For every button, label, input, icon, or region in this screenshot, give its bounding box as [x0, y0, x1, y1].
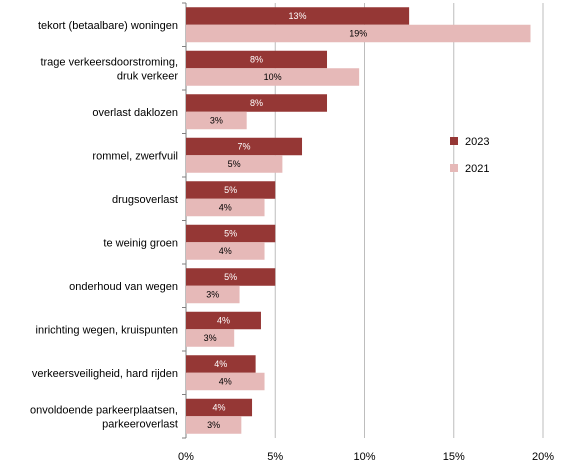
- bar-2023: [186, 398, 253, 417]
- bar-value-label: 3%: [204, 333, 217, 343]
- bar-value-label: 4%: [214, 359, 227, 369]
- bar-value-label: 7%: [238, 142, 251, 152]
- legend-swatch-2023: [450, 137, 458, 145]
- bar-value-label: 5%: [224, 185, 237, 195]
- legend-label: 2023: [465, 136, 489, 148]
- bar-value-label: 4%: [219, 203, 232, 213]
- x-tick-label: 10%: [353, 451, 375, 463]
- bar-2021: [186, 68, 360, 86]
- bar-2023: [186, 311, 261, 330]
- bar-value-label: 4%: [219, 246, 232, 256]
- category-label: inrichting wegen, kruispunten: [36, 324, 178, 336]
- bar-value-label: 8%: [250, 98, 263, 108]
- bar-2023: [186, 50, 328, 69]
- bar-2023: [186, 268, 276, 286]
- bar-value-label: 10%: [264, 72, 282, 82]
- bar-value-label: 3%: [206, 290, 219, 300]
- x-tick-label: 20%: [532, 451, 554, 463]
- bar-value-label: 5%: [224, 272, 237, 282]
- bar-2021: [186, 242, 265, 260]
- bar-value-label: 3%: [207, 420, 220, 430]
- category-label: drugsoverlast: [112, 194, 178, 206]
- category-label: rommel, zwerfvuil: [92, 150, 178, 162]
- bar-value-label: 5%: [224, 229, 237, 239]
- bar-2021: [186, 329, 235, 347]
- legend-swatch-2021: [450, 164, 458, 172]
- category-label: trage verkeersdoorstroming, druk verkeer: [40, 56, 178, 82]
- bar-2021: [186, 416, 242, 434]
- bar-2021: [186, 111, 247, 130]
- bar-2021: [186, 198, 265, 217]
- bar-2021: [186, 24, 531, 43]
- category-label: verkeersveiligheid, hard rijden: [32, 368, 178, 380]
- bar-value-label: 4%: [219, 377, 232, 387]
- bar-2023: [186, 355, 256, 373]
- bar-2021: [186, 285, 240, 304]
- bar-value-label: 3%: [210, 116, 223, 126]
- category-label: tekort (betaalbare) woningen: [38, 20, 178, 32]
- bar-2021: [186, 372, 265, 391]
- bar-2023: [186, 137, 303, 156]
- bar-value-label: 13%: [289, 11, 307, 21]
- bar-2023: [186, 7, 410, 25]
- bar-2023: [186, 224, 276, 243]
- bar-value-label: 19%: [349, 29, 367, 39]
- category-label: onderhoud van wegen: [69, 281, 178, 293]
- bar-value-label: 8%: [250, 55, 263, 65]
- bar-2023: [186, 94, 328, 112]
- x-tick-label: 0%: [178, 451, 194, 463]
- bar-2023: [186, 181, 276, 199]
- bar-value-label: 5%: [228, 159, 241, 169]
- bar-value-label: 4%: [217, 316, 230, 326]
- bar-2021: [186, 155, 283, 173]
- legend-label: 2021: [465, 163, 489, 175]
- category-label: overlast daklozen: [92, 107, 178, 119]
- category-label: te weinig groen: [103, 237, 178, 249]
- x-tick-label: 15%: [443, 451, 465, 463]
- x-tick-label: 5%: [267, 451, 283, 463]
- category-label: onvoldoende parkeerplaatsen, parkeeroverl…: [30, 404, 178, 430]
- bar-value-label: 4%: [213, 403, 226, 413]
